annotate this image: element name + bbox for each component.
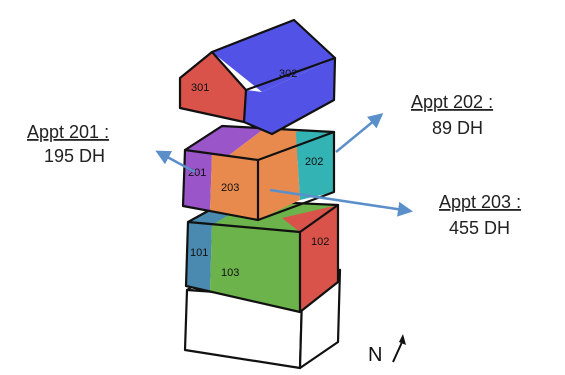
unit-101-front xyxy=(186,222,212,292)
unit-203-front xyxy=(210,154,258,220)
unit-301-gable xyxy=(180,52,246,122)
unit-201-top xyxy=(185,126,265,156)
unit-label-301: 301 xyxy=(191,82,209,94)
unit-203-top xyxy=(228,128,300,160)
unit-302-wall xyxy=(244,58,335,134)
unit-203-side xyxy=(258,132,300,220)
appt-202-title: Appt 202 : xyxy=(411,92,493,112)
north-indicator: N xyxy=(368,334,406,366)
second-floor-block xyxy=(181,124,336,222)
unit-201-front xyxy=(183,150,212,212)
unit-302-roof xyxy=(212,20,335,92)
appt-202-value: 89 DH xyxy=(432,118,483,138)
unit-102-side xyxy=(282,205,338,312)
appt-201-value: 195 DH xyxy=(44,146,105,166)
arrow-appt-202 xyxy=(335,113,384,153)
top-floor-block xyxy=(178,18,337,136)
unit-label-103: 103 xyxy=(221,267,239,279)
arrow-appt-201 xyxy=(155,150,196,174)
north-arrowhead-icon xyxy=(399,334,406,345)
appt-203-title: Appt 203 : xyxy=(439,192,521,212)
unit-202-side xyxy=(296,132,334,200)
appt-203-value: 455 DH xyxy=(449,218,510,238)
north-label: N xyxy=(368,344,382,366)
unit-label-203: 203 xyxy=(221,182,239,194)
arrow-appt-203 xyxy=(269,188,413,217)
unit-label-101: 101 xyxy=(190,247,208,259)
unit-103-front xyxy=(210,225,300,312)
appt-201-title: Appt 201 : xyxy=(27,122,109,142)
north-arrow-icon xyxy=(392,339,404,363)
unit-label-202: 202 xyxy=(305,156,323,168)
unit-label-302: 302 xyxy=(279,68,297,80)
unit-label-102: 102 xyxy=(311,236,329,248)
